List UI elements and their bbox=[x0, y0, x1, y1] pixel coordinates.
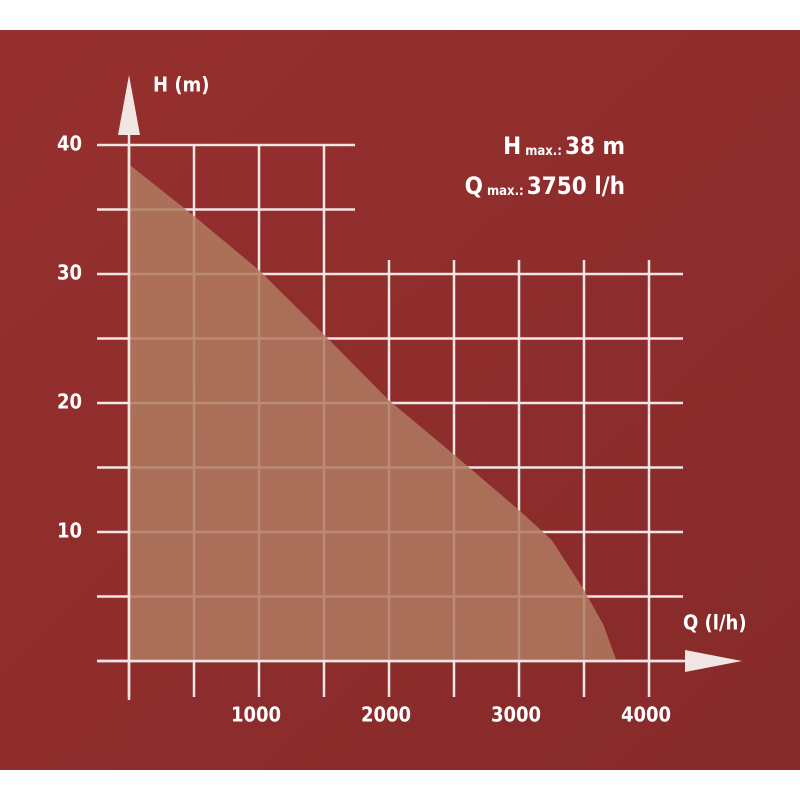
annotation-text: 38 m bbox=[565, 132, 625, 160]
area bbox=[129, 164, 617, 661]
annotation-subscript: max.: bbox=[525, 144, 562, 159]
x-tick-label: 1000 bbox=[231, 703, 281, 727]
x-tick-label: 2000 bbox=[361, 703, 411, 727]
plot bbox=[129, 164, 617, 661]
annotation-symbol: Q bbox=[465, 172, 483, 200]
x-tick-label: 4000 bbox=[621, 703, 671, 727]
y-axis-arrow bbox=[118, 75, 140, 135]
y-tick-label: 10 bbox=[57, 519, 82, 543]
y-axis-label: H (m) bbox=[153, 73, 210, 97]
x-axis-label: Q (l/h) bbox=[683, 611, 747, 635]
x-tick-label: 3000 bbox=[491, 703, 541, 727]
y-tick-label: 30 bbox=[57, 261, 82, 285]
annotation-text: 3750 l/h bbox=[527, 172, 625, 200]
y-tick-label: 40 bbox=[57, 132, 82, 156]
y-tick-label: 20 bbox=[57, 390, 82, 414]
x-axis-arrow bbox=[685, 650, 742, 672]
annotation-symbol: H bbox=[503, 132, 521, 160]
annotation-subscript: max.: bbox=[487, 184, 524, 199]
